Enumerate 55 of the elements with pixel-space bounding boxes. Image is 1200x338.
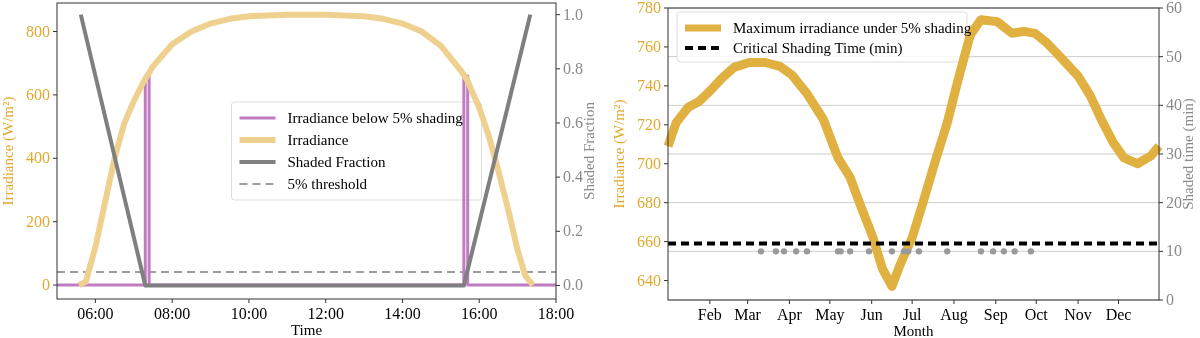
y-tick-label: 700	[637, 154, 661, 172]
x-tick-label: 08:00	[153, 305, 191, 322]
x-tick-label: May	[815, 306, 845, 324]
y2-tick-label: 1.0	[563, 5, 583, 23]
x-tick-label: 06:00	[77, 305, 114, 322]
x-axis-title: Time	[290, 322, 323, 338]
x-tick-label: Jun	[860, 306, 883, 323]
y-tick-label: 720	[637, 115, 661, 133]
y2-axis-title: Shaded time (min)	[1180, 98, 1197, 210]
x-tick-label: Sep	[983, 306, 1008, 324]
y2-tick-label: 0.4	[563, 168, 583, 186]
y2-tick-label: 20	[1166, 193, 1182, 211]
y-tick-label: 800	[26, 22, 50, 40]
y-tick-label: 760	[637, 37, 661, 55]
x-tick-label: 18:00	[537, 305, 575, 322]
x-tick-label: Mar	[734, 306, 762, 323]
x-tick-label: 16:00	[461, 305, 498, 322]
y2-tick-label: 40	[1166, 96, 1182, 114]
legend-label: Irradiance below 5% shading	[287, 110, 464, 126]
y2-tick-label: 60	[1166, 0, 1182, 16]
legend-label: Irradiance	[287, 132, 349, 148]
x-tick-label: Dec	[1105, 306, 1132, 323]
y2-tick-label: 0.6	[563, 113, 583, 131]
y-tick-label: 680	[637, 193, 661, 211]
y-tick-label: 660	[637, 232, 661, 250]
y-axis-title: Irradiance (W/m²)	[611, 99, 628, 209]
x-tick-label: Aug	[940, 306, 968, 324]
x-tick-label: 14:00	[384, 305, 421, 322]
y-tick-label: 400	[26, 149, 50, 167]
y-tick-label: 200	[26, 212, 50, 230]
x-tick-label: Feb	[697, 306, 722, 323]
x-tick-label: 10:00	[230, 305, 268, 322]
y-tick-label: 600	[26, 85, 50, 103]
x-tick-label: Oct	[1024, 306, 1049, 323]
y2-tick-label: 0	[1166, 291, 1174, 308]
y2-tick-label: 0.2	[563, 222, 583, 240]
y-tick-label: 740	[637, 76, 661, 94]
y2-tick-label: 50	[1166, 47, 1182, 65]
y2-tick-label: 10	[1166, 242, 1182, 260]
legend-label: Critical Shading Time (min)	[733, 40, 903, 57]
y-tick-label: 0	[42, 276, 50, 294]
x-tick-label: Jul	[902, 306, 923, 323]
x-tick-label: 12:00	[307, 305, 344, 322]
x-tick-label: Apr	[776, 306, 803, 324]
y-axis-title: Irradiance (W/m²)	[0, 96, 17, 206]
y2-tick-label: 0.0	[563, 276, 583, 294]
legend-label: 5% threshold	[287, 176, 368, 192]
x-tick-label: Nov	[1064, 306, 1092, 323]
legend-label: Maximum irradiance under 5% shading	[733, 20, 972, 36]
legend-label: Shaded Fraction	[287, 154, 386, 170]
y2-tick-label: 30	[1166, 145, 1182, 162]
y-tick-label: 780	[637, 0, 661, 16]
y-tick-label: 640	[637, 271, 661, 289]
x-axis-title: Month	[893, 323, 934, 338]
y2-tick-label: 0.8	[563, 59, 583, 77]
